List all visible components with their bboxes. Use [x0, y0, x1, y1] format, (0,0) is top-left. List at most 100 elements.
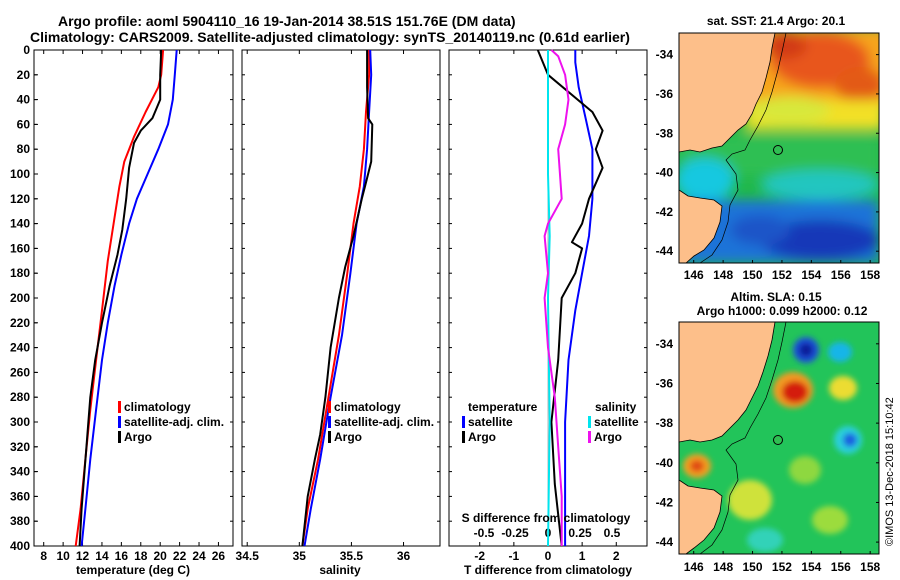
map-lat-label: -44 — [656, 244, 674, 258]
x-tick-label: 20 — [154, 549, 168, 563]
map-lat-label: -42 — [656, 495, 674, 509]
sst-isobath — [699, 33, 787, 263]
legend-t-argo: Argo — [468, 430, 496, 444]
sla-map-title-1: Altim. SLA: 0.15 — [730, 290, 822, 304]
map-lat-label: -34 — [656, 48, 674, 62]
x-tick-label: 24 — [192, 549, 206, 563]
temperature-xlabel: temperature (deg C) — [76, 563, 190, 577]
depth-tick-label: 20 — [17, 68, 31, 82]
map-lon-label: 150 — [743, 268, 763, 282]
sst-argo-position — [773, 145, 783, 155]
map-lon-label: 152 — [772, 560, 792, 574]
x-tick-label: 10 — [56, 549, 70, 563]
map-lat-label: -36 — [656, 376, 674, 390]
temperature-legend: climatology satellite-adj. clim. Argo — [118, 400, 224, 444]
legend-climatology: climatology — [124, 400, 191, 414]
sla-map-title-2: Argo h1000: 0.099 h2000: 0.12 — [697, 304, 868, 318]
sla-yellow-patch-2 — [789, 456, 821, 484]
sla-map — [679, 322, 879, 554]
legend-swatch-climatology — [118, 401, 121, 413]
legend-swatch-climatology — [328, 401, 331, 413]
s-diff-tick-label: 0.5 — [604, 526, 621, 540]
legend-swatch-satellite — [118, 416, 121, 428]
sla-cyan-patch — [747, 528, 783, 552]
map-lat-label: -40 — [656, 166, 674, 180]
depth-tick-label: 380 — [10, 514, 30, 528]
depth-tick-label: 320 — [10, 440, 30, 454]
x-tick-label: 35 — [293, 549, 307, 563]
legend-s-satellite: satellite — [594, 415, 639, 429]
depth-tick-label: 120 — [10, 192, 30, 206]
legend-climatology: climatology — [334, 400, 401, 414]
series-line-satellite-adj-clim- — [80, 49, 178, 547]
map-lon-label: 154 — [801, 268, 821, 282]
x-tick-label: 2 — [613, 549, 620, 563]
title-line-2: Climatology: CARS2009. Satellite-adjuste… — [30, 29, 630, 45]
legend-swatch-satellite — [328, 416, 331, 428]
depth-tick-label: 160 — [10, 241, 30, 255]
legend-swatch-t-argo — [462, 431, 465, 443]
difference-xlabel: T difference from climatology — [464, 563, 632, 577]
difference-legend: temperature satellite Argo salinity sate… — [462, 400, 639, 444]
sla-yellow-patch — [728, 480, 772, 520]
sla-eddy-low-1b — [799, 343, 813, 357]
depth-tick-label: 140 — [10, 217, 30, 231]
sst-map-frame — [678, 32, 880, 264]
series-line-s-argo — [543, 49, 570, 546]
sla-eddy-high-3b — [690, 460, 704, 472]
s-diff-tick-label: -0.25 — [501, 526, 529, 540]
x-tick-label: 35.5 — [340, 549, 364, 563]
sst-hot-core-3 — [835, 67, 879, 103]
depth-tick-label: 300 — [10, 415, 30, 429]
sst-cyan-patch — [679, 158, 735, 202]
sst-coastline — [679, 33, 776, 263]
depth-tick-label: 0 — [23, 43, 30, 57]
sst-map-title: sat. SST: 21.4 Argo: 20.1 — [707, 14, 846, 28]
x-tick-label: 14 — [95, 549, 109, 563]
x-tick-label: 36 — [397, 549, 411, 563]
depth-tick-label: 240 — [10, 341, 30, 355]
depth-tick-label: 60 — [17, 117, 31, 131]
s-diff-tick-label: 0.25 — [568, 526, 592, 540]
map-lat-label: -38 — [656, 416, 674, 430]
depth-tick-label: 80 — [17, 142, 31, 156]
map-lon-label: 158 — [860, 268, 880, 282]
legend-satellite: satellite-adj. clim. — [124, 415, 224, 429]
x-tick-label: -1 — [509, 549, 520, 563]
sla-eddy-low-2 — [828, 342, 852, 362]
legend-s-argo: Argo — [594, 430, 622, 444]
depth-tick-label: 400 — [10, 539, 30, 553]
sla-land — [679, 322, 775, 554]
map-lon-label: 154 — [801, 560, 821, 574]
legend-swatch-s-argo — [588, 431, 591, 443]
temperature-panel — [33, 49, 234, 547]
map-lat-label: -40 — [656, 456, 674, 470]
depth-tick-label: 260 — [10, 365, 30, 379]
title-line-1: Argo profile: aoml 5904110_16 19-Jan-201… — [58, 13, 516, 29]
depth-tick-label: 220 — [10, 316, 30, 330]
map-lat-label: -38 — [656, 126, 674, 140]
legend-salinity-title: salinity — [595, 400, 637, 414]
map-lat-label: -44 — [656, 535, 674, 549]
map-lon-label: 148 — [713, 560, 733, 574]
x-tick-label: -2 — [474, 549, 485, 563]
sst-land — [679, 33, 775, 263]
depth-tick-label: 180 — [10, 266, 30, 280]
sst-deep-blue-2 — [730, 215, 790, 245]
x-tick-label: 34.5 — [236, 549, 260, 563]
sla-eddy-low-3b — [843, 433, 857, 447]
depth-tick-label: 200 — [10, 291, 30, 305]
map-lat-label: -42 — [656, 205, 674, 219]
x-tick-label: 26 — [212, 549, 226, 563]
legend-t-satellite: satellite — [468, 415, 513, 429]
legend-swatch-s-satellite — [588, 416, 591, 428]
legend-argo: Argo — [334, 430, 362, 444]
depth-tick-label: 40 — [17, 93, 31, 107]
series-line-t-satellite — [564, 50, 594, 546]
map-lat-label: -36 — [656, 87, 674, 101]
salinity-xlabel: salinity — [319, 563, 361, 577]
sla-isobath — [699, 322, 787, 554]
series-line-satellite-adj-clim- — [303, 49, 373, 547]
series-line-argo — [301, 50, 374, 547]
depth-tick-label: 340 — [10, 465, 30, 479]
